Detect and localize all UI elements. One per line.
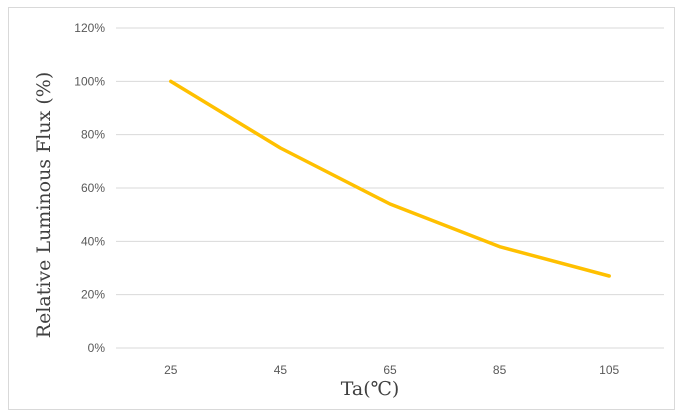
- y-axis-title: Relative Luminous Flux (%): [33, 72, 55, 338]
- x-tick-label: 25: [164, 363, 178, 377]
- y-axis-ticks: 0% 20% 40% 60% 80% 100% 120%: [74, 21, 105, 355]
- x-tick-label: 65: [383, 363, 397, 377]
- series-line: [169, 79, 611, 278]
- x-tick-label: 45: [274, 363, 288, 377]
- x-tick-label: 105: [599, 363, 619, 377]
- y-tick-label: 20%: [81, 288, 105, 302]
- x-tick-label: 85: [493, 363, 507, 377]
- y-tick-label: 0%: [88, 341, 106, 355]
- y-tick-label: 40%: [81, 234, 105, 248]
- series-layer: [169, 79, 611, 278]
- y-tick-label: 100%: [74, 74, 105, 88]
- x-axis-ticks: 25 45 65 85 105: [164, 363, 619, 377]
- x-axis-title: Ta(℃): [341, 378, 400, 400]
- y-tick-label: 120%: [74, 21, 105, 35]
- gridlines: [116, 27, 664, 349]
- y-tick-label: 80%: [81, 128, 105, 142]
- chart-frame: [8, 7, 675, 410]
- y-tick-label: 60%: [81, 181, 105, 195]
